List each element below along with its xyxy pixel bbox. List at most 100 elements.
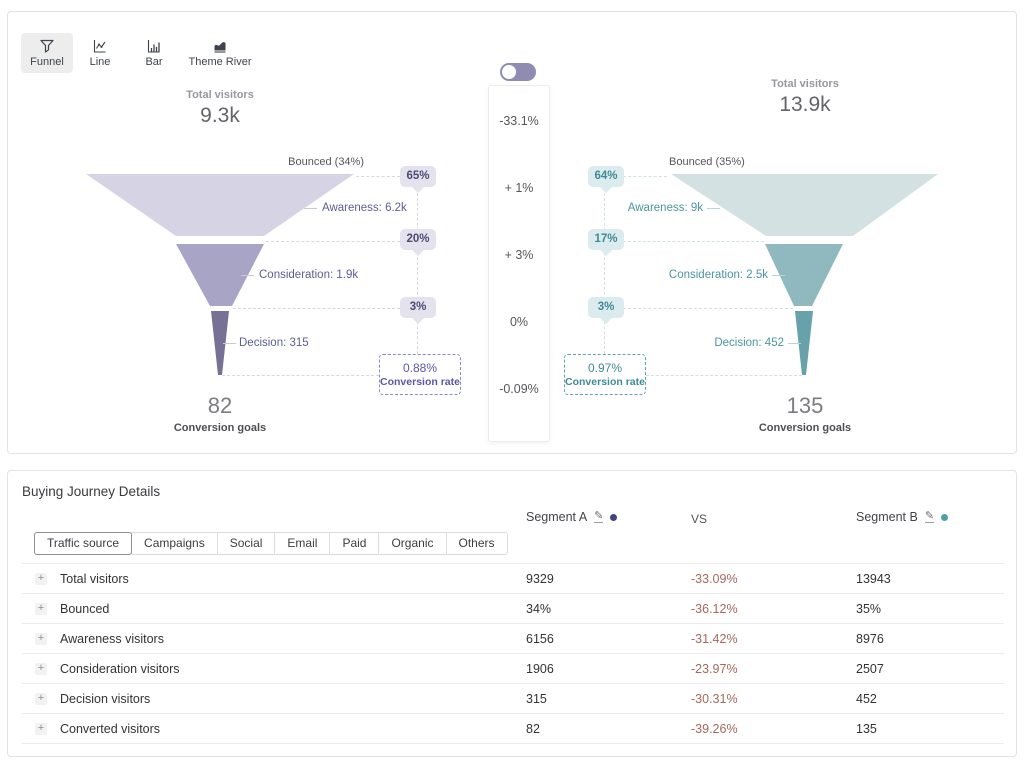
row-label: Consideration visitors [60,662,180,676]
segment-a-name: Segment A [526,510,588,524]
line-chart-icon [92,38,108,54]
funnel-chart-icon [39,38,55,54]
tab-organic[interactable]: Organic [378,532,447,555]
label-tick [707,208,720,209]
segment-b-header: Segment B ✎ [856,510,949,524]
table-row: + Total visitors 9329 -33.09% 13943 [22,563,1004,593]
bounced-label: Bounced (34%) [288,156,364,168]
table-row: + Awareness visitors 6156 -31.42% 8976 [22,623,1004,653]
conversion-goals-value: 135 [786,393,824,418]
segment-a-value: 1906 [526,662,554,676]
tab-email[interactable]: Email [274,532,331,555]
segment-b-value: 135 [856,722,877,736]
conversion-rate-value: 0.88% [402,361,438,375]
segment-a-color-dot [610,513,618,521]
connector-line [417,193,418,354]
tab-campaigns[interactable]: Campaigns [131,532,218,555]
vs-label: VS [691,512,708,526]
row-label: Total visitors [60,572,129,586]
tab-paid[interactable]: Paid [329,532,380,555]
toggle-knob [502,65,516,79]
chart-type-theme-river-button[interactable]: Theme River [184,33,256,73]
conversion-rate-label: Conversion rate [565,376,645,388]
table-row: + Converted visitors 82 -39.26% 135 [22,713,1004,743]
conversion-goals-label: Conversion goals [758,422,852,434]
segment-a-value: 34% [526,602,552,616]
label-tick [223,343,236,344]
stage-percent-badge: 17% [588,229,624,256]
expand-row-icon[interactable]: + [35,663,47,675]
row-label: Awareness visitors [60,632,164,646]
diff-stage-3: 0% [509,315,529,329]
chart-type-label: Funnel [30,56,64,68]
table-row: + Bounced 34% -36.12% 35% [22,593,1004,623]
segment-b-value: 8976 [856,632,884,646]
tab-social[interactable]: Social [216,532,276,555]
details-table: + Total visitors 9329 -33.09% 13943 + Bo… [22,563,1004,744]
comparison-panel: -33.1% + 1% + 3% 0% -0.09% [488,85,550,442]
stage-label-awareness: Awareness: 9k [627,202,703,214]
tab-traffic-source[interactable]: Traffic source [34,532,133,555]
stage-percent-badge: 65% [400,166,436,193]
segment-b-value: 452 [856,692,877,706]
stage-percent-badge: 3% [588,297,624,324]
stage-label-decision: Decision: 452 [714,337,784,349]
source-tabbar: Traffic source Campaigns Social Email Pa… [34,532,508,555]
diff-value: -39.26% [691,722,738,736]
tab-others[interactable]: Others [445,532,508,555]
bar-chart-icon [146,38,162,54]
chart-type-line-button[interactable]: Line [80,33,120,73]
conversion-rate-label: Conversion rate [380,376,460,388]
stage-label-awareness: Awareness: 6.2k [322,202,407,214]
comparison-toggle[interactable] [500,63,536,81]
chart-type-label: Bar [145,56,163,68]
diff-value: -33.09% [691,572,738,586]
details-title: Buying Journey Details [22,484,161,499]
expand-row-icon[interactable]: + [35,693,47,705]
label-tick [788,343,801,344]
connector-line [623,176,667,177]
label-tick [772,275,785,276]
label-tick [241,275,254,276]
funnel-a-decision-segment [211,311,229,375]
segment-a-value: 9329 [526,572,554,586]
connector-line [623,241,764,242]
edit-icon[interactable]: ✎ [924,510,935,523]
edit-icon[interactable]: ✎ [594,510,604,523]
expand-row-icon[interactable]: + [35,603,47,615]
diff-conversion: -0.09% [499,382,539,396]
segment-b-goals: 135 Conversion goals [732,393,878,434]
segment-a-value: 6156 [526,632,554,646]
total-visitors-label: Total visitors [186,89,254,101]
expand-row-icon[interactable]: + [35,573,47,585]
stage-label-decision: Decision: 315 [239,337,309,349]
segment-a-funnel-shape [86,174,354,375]
table-row: + Decision visitors 315 -30.31% 452 [22,683,1004,713]
conversion-rate-box: 0.97% Conversion rate [564,354,646,395]
segment-a-goals: 82 Conversion goals [147,393,293,434]
conversion-goals-value: 82 [207,393,233,418]
stage-percent-badge: 3% [400,297,436,324]
chart-type-bar-button[interactable]: Bar [134,33,174,73]
funnel-a-awareness-segment [86,174,354,236]
segment-a-value: 82 [526,722,540,736]
connector-line [604,193,605,354]
chart-type-label: Theme River [188,56,252,68]
funnel-chart-card: Funnel Line Bar Theme River Total visi [7,11,1017,454]
stage-percent-badge: 20% [400,229,436,256]
connector-line [266,241,400,242]
connector-line [623,308,793,309]
diff-value: -31.42% [691,632,738,646]
segment-b-value: 2507 [856,662,884,676]
segment-a-value: 315 [526,692,547,706]
connector-line [356,176,400,177]
stage-label-consideration: Consideration: 2.5k [668,269,768,281]
total-visitors-value: 13.9k [779,93,831,116]
chart-type-funnel-button[interactable]: Funnel [21,33,73,73]
segment-b-funnel-shape [671,174,938,375]
stage-label-consideration: Consideration: 1.9k [259,269,359,281]
expand-row-icon[interactable]: + [35,723,47,735]
diff-stage-2: + 3% [504,248,534,262]
expand-row-icon[interactable]: + [35,633,47,645]
